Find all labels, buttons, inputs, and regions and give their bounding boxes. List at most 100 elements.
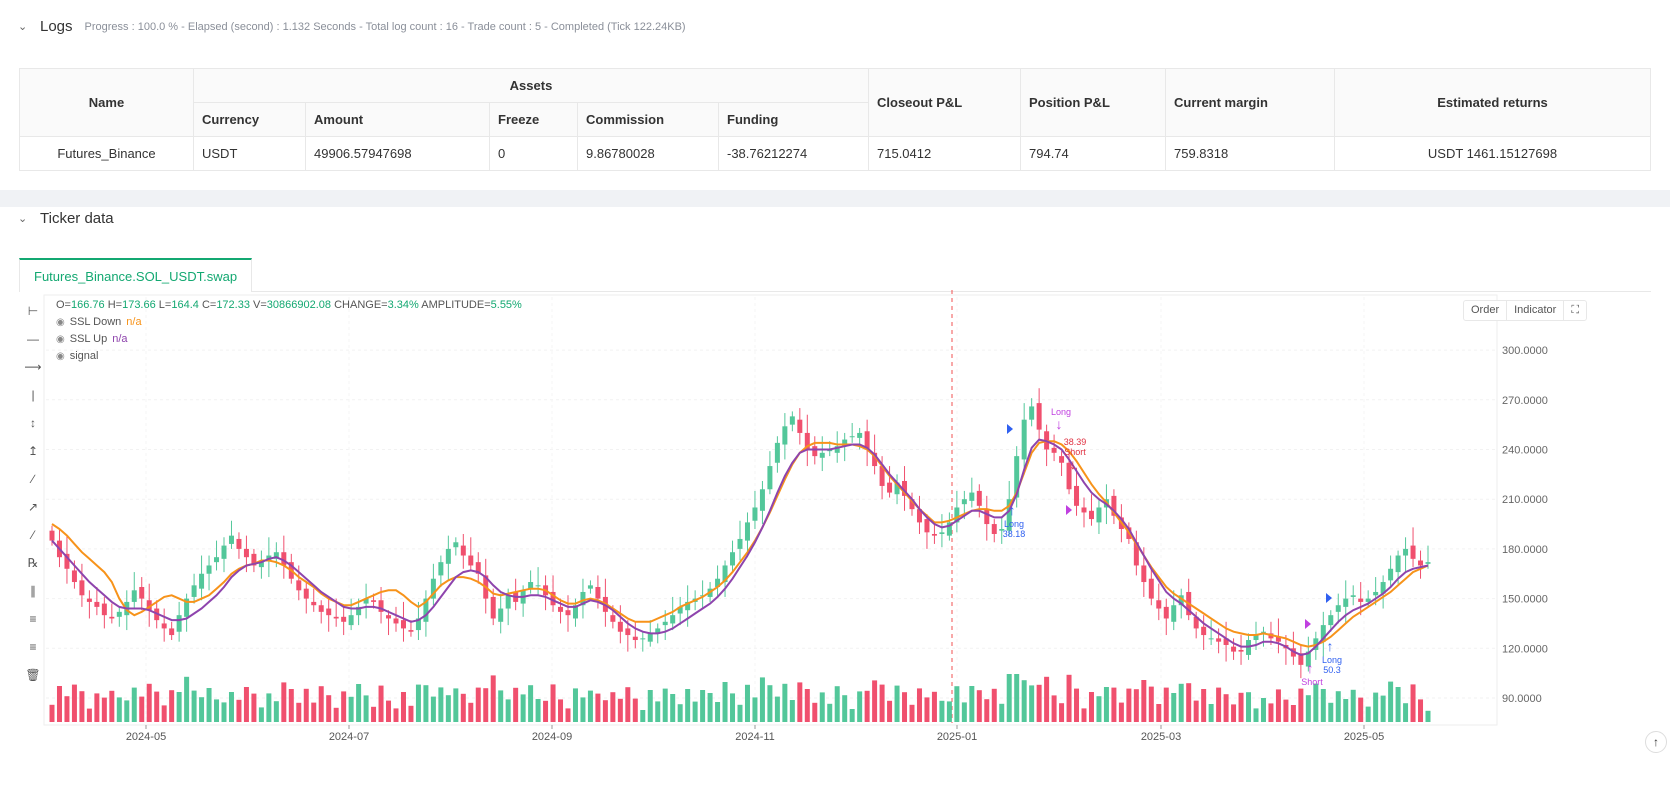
trash-icon[interactable]: 🗑 (25, 668, 41, 682)
candle-body (236, 538, 242, 549)
volume-bar (1216, 687, 1222, 722)
candlestick-chart[interactable]: 300.0000 270.0000 240.0000 210.0000 180.0000… (0, 207, 1670, 808)
price-label-icon[interactable]: ℞ (27, 556, 39, 570)
candle-body (214, 557, 220, 563)
candle-body (879, 466, 885, 486)
volume-bar (1275, 689, 1281, 722)
volume-bar (475, 687, 481, 722)
col-position: Position P&L (1020, 68, 1166, 137)
amplitude-label: AMPLITUDE= (421, 299, 491, 311)
candle-body (565, 610, 571, 616)
volume-bar (460, 693, 466, 722)
col-funding: Funding (718, 102, 869, 137)
fib-retracement-icon[interactable]: ≡ (29, 640, 37, 654)
volume-bar (715, 702, 721, 722)
volume-bar (610, 692, 616, 722)
candle-body (1418, 560, 1424, 566)
candle-body (311, 601, 317, 606)
volume-bar (752, 697, 758, 722)
eye-icon[interactable]: ◉ (56, 317, 65, 328)
volume-bar (804, 689, 810, 722)
legend-value: n/a (126, 316, 142, 328)
legend-signal[interactable]: ◉ signal (56, 348, 522, 365)
vertical-line-icon[interactable]: | (31, 388, 35, 402)
volume-bar (946, 701, 952, 722)
order-button[interactable]: Order (1464, 301, 1508, 320)
volume-bar (139, 696, 145, 722)
eye-icon[interactable]: ◉ (56, 351, 65, 362)
horizontal-line-icon[interactable]: — (27, 332, 39, 346)
chevron-down-icon[interactable]: ⌄ (18, 213, 28, 225)
candle-body (1021, 419, 1027, 460)
candle-body (909, 499, 915, 510)
candle-body (939, 532, 945, 534)
horizontal-ray-icon[interactable]: ⟶ (24, 360, 42, 374)
candle-body (730, 552, 736, 566)
low-value: 164.4 (171, 299, 199, 311)
candle-body (670, 615, 676, 624)
volume-bar (1021, 680, 1027, 722)
candle-body (1208, 638, 1214, 640)
volume-bar (662, 688, 668, 722)
volume-bar (916, 688, 922, 722)
logs-header[interactable]: ⌄ Logs Progress : 100.0 % - Elapsed (sec… (18, 18, 686, 35)
candle-body (1088, 510, 1094, 520)
volume-bar (1343, 699, 1349, 722)
candle-body (1133, 542, 1139, 566)
volume-bar (101, 697, 107, 722)
volume-bar (356, 684, 362, 722)
candle-body (931, 533, 937, 536)
volume-bar (730, 693, 736, 722)
fullscreen-icon[interactable]: ⛶ (1571, 304, 1580, 316)
legend-ssl-up[interactable]: ◉ SSL Up n/a (56, 331, 522, 348)
volume-bar (1335, 691, 1341, 722)
volume-bar (602, 700, 608, 722)
col-freeze: Freeze (489, 102, 578, 137)
volume-bar (1268, 703, 1274, 722)
parallel-channel-icon[interactable]: ∥ (30, 584, 36, 598)
candle-body (1410, 545, 1416, 559)
volume-bar (1044, 676, 1050, 722)
volume-bar (393, 708, 399, 722)
candle-body (505, 595, 511, 609)
col-margin: Current margin (1165, 68, 1335, 137)
volume-bar (580, 697, 586, 722)
candle-body (176, 615, 182, 632)
ticker-header[interactable]: ⌄ Ticker data (18, 210, 126, 227)
chevron-down-icon[interactable]: ⌄ (18, 21, 28, 33)
cursor-icon[interactable]: ⊢ (27, 304, 39, 318)
legend-ssl-down[interactable]: ◉ SSL Down n/a (56, 314, 522, 331)
volume-bar (1178, 683, 1184, 722)
volume-bar (490, 675, 496, 722)
eye-icon[interactable]: ◉ (56, 334, 65, 345)
candle-body (71, 570, 77, 583)
fib-channel-icon[interactable]: ≡ (29, 612, 37, 626)
candle-body (976, 490, 982, 506)
vertical-ray-icon[interactable]: ↥ (27, 444, 39, 458)
volume-bar (1156, 704, 1162, 722)
volume-bar (1103, 687, 1109, 722)
candle-body (744, 522, 750, 541)
ray-line-icon[interactable]: ↗ (27, 500, 39, 514)
col-returns: Estimated returns (1334, 68, 1651, 137)
candle-body (348, 615, 354, 626)
candle-body (221, 545, 227, 559)
volume-bar (827, 703, 833, 722)
volume-bar (1410, 684, 1416, 722)
scroll-to-top-icon[interactable]: ↑ (1645, 731, 1667, 753)
candle-body (49, 530, 55, 541)
cell-name: Futures_Binance (19, 136, 194, 171)
volume-bar (1201, 689, 1207, 722)
table-row: Futures_Binance USDT 49906.57947698 0 9.… (19, 136, 1651, 171)
volume-bar (1118, 702, 1124, 722)
signal-label: Long (1051, 407, 1071, 417)
candle-body (1014, 456, 1020, 498)
candle-body (371, 600, 377, 602)
indicator-button[interactable]: Indicator (1507, 301, 1565, 320)
segment-line-icon[interactable]: ⁄ (31, 528, 34, 542)
candle-body (1380, 582, 1386, 594)
candle-body (954, 507, 960, 523)
tab-sol-usdt[interactable]: Futures_Binance.SOL_USDT.swap (19, 258, 253, 292)
vertical-segment-icon[interactable]: ↕ (30, 416, 36, 430)
trend-line-icon[interactable]: ∕ (31, 472, 34, 486)
